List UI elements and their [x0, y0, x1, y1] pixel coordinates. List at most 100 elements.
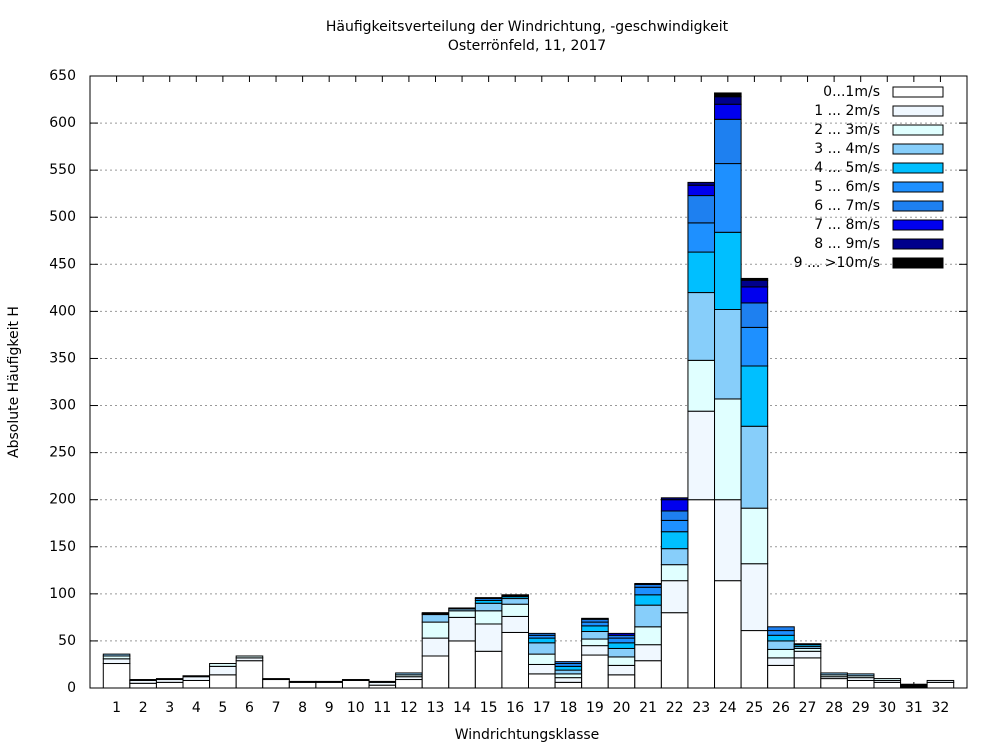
- bar-segment: [501, 594, 530, 597]
- legend-label: 9 ... >10m/s: [794, 255, 880, 271]
- bar-segment: [687, 251, 716, 294]
- bar-segment: [581, 631, 609, 640]
- bar-segment: [767, 626, 795, 632]
- bar-segment: [155, 678, 184, 681]
- bar-segment: [660, 499, 689, 512]
- bar-segment: [740, 279, 769, 288]
- bar-segment: [102, 658, 131, 665]
- bar-segment: [448, 640, 476, 689]
- legend-swatch: [892, 219, 944, 231]
- x-tick-label: 21: [639, 700, 657, 716]
- bar-segment: [129, 679, 157, 681]
- bar-segment: [740, 286, 769, 304]
- bar-segment: [740, 365, 769, 427]
- bar-segment: [607, 664, 636, 676]
- legend-label: 2 ... 3m/s: [814, 122, 880, 138]
- bar-segment: [926, 681, 955, 689]
- bar-segment: [554, 681, 583, 689]
- x-tick-label: 9: [325, 700, 334, 716]
- bar-segment: [740, 277, 769, 281]
- bar-segment: [395, 679, 423, 689]
- bar-segment: [581, 654, 609, 689]
- bar-segment: [288, 681, 317, 689]
- bar-segment: [714, 96, 742, 105]
- legend-label: 0...1m/s: [823, 84, 880, 100]
- bar-segment: [182, 679, 211, 689]
- x-tick-label: 5: [218, 700, 227, 716]
- bar-segment: [714, 231, 742, 311]
- bar-segment: [740, 563, 769, 632]
- y-tick-label: 350: [49, 350, 76, 366]
- x-tick-label: 26: [772, 700, 790, 716]
- bar-segment: [341, 679, 370, 681]
- bar-segment: [873, 681, 902, 689]
- plot-frame: [89, 75, 968, 689]
- bar-segment: [581, 621, 609, 627]
- y-tick-label: 150: [49, 539, 76, 555]
- bar-segment: [687, 292, 716, 361]
- bar-segment: [634, 582, 662, 585]
- bar-segment: [687, 410, 716, 501]
- y-tick-label: 600: [49, 115, 76, 131]
- bar-segment: [474, 602, 503, 612]
- bar-segment: [448, 616, 476, 642]
- legend-label: 6 ... 7m/s: [814, 198, 880, 214]
- bar-segment: [660, 580, 689, 614]
- bar-segment: [820, 678, 848, 689]
- bar-segment: [634, 594, 662, 606]
- legend-swatch: [892, 162, 944, 174]
- x-tick-label: 6: [245, 700, 254, 716]
- bar-segment: [528, 637, 556, 644]
- x-tick-label: 18: [559, 700, 577, 716]
- legend-label: 7 ... 8m/s: [814, 217, 880, 233]
- bar-segment: [528, 653, 556, 665]
- x-tick-label: 30: [878, 700, 896, 716]
- bar-segment: [421, 621, 450, 639]
- bar-segment: [501, 603, 530, 617]
- bar-segment: [767, 640, 795, 650]
- x-tick-label: 22: [666, 700, 684, 716]
- bar-segment: [607, 637, 636, 644]
- bar-segment: [182, 676, 211, 681]
- x-tick-label: 23: [692, 700, 710, 716]
- y-tick-label: 250: [49, 445, 76, 461]
- bar-segment: [607, 656, 636, 666]
- bar-segment: [660, 612, 689, 689]
- x-tick-label: 1: [112, 700, 121, 716]
- legend-swatch: [892, 238, 944, 250]
- bar-segment: [687, 184, 716, 197]
- y-tick-label: 450: [49, 256, 76, 272]
- bar-segment: [474, 650, 503, 689]
- legend-swatch: [892, 200, 944, 212]
- bar-segment: [634, 626, 662, 646]
- bar-segment: [554, 673, 583, 679]
- legend-swatch: [892, 181, 944, 193]
- bar-segment: [395, 672, 423, 676]
- bar-segment: [528, 632, 556, 636]
- bar-segment: [660, 548, 689, 566]
- bar-segment: [209, 665, 237, 676]
- bar-segment: [714, 92, 742, 98]
- bar-segment: [501, 598, 530, 605]
- y-tick-label: 300: [49, 398, 76, 414]
- bar-segment: [501, 615, 530, 633]
- x-tick-label: 27: [799, 700, 817, 716]
- y-tick-label: 550: [49, 162, 76, 178]
- bar-segment: [767, 664, 795, 689]
- bar-segment: [262, 679, 290, 689]
- bar-segment: [607, 647, 636, 658]
- chart-title: Häufigkeitsverteilung der Windrichtung, …: [326, 19, 729, 35]
- bar-segment: [820, 672, 848, 676]
- bar-segment: [581, 617, 609, 620]
- bar-segment: [448, 607, 476, 610]
- x-tick-label: 29: [852, 700, 870, 716]
- bar-segment: [714, 398, 742, 501]
- bar-segment: [926, 679, 955, 683]
- bar-segment: [767, 634, 795, 642]
- bar-segment: [687, 359, 716, 412]
- legend-swatch: [892, 105, 944, 117]
- bar-segment: [714, 163, 742, 233]
- bar-segment: [209, 674, 237, 689]
- x-tick-label: 3: [165, 700, 174, 716]
- bar-segment: [767, 648, 795, 659]
